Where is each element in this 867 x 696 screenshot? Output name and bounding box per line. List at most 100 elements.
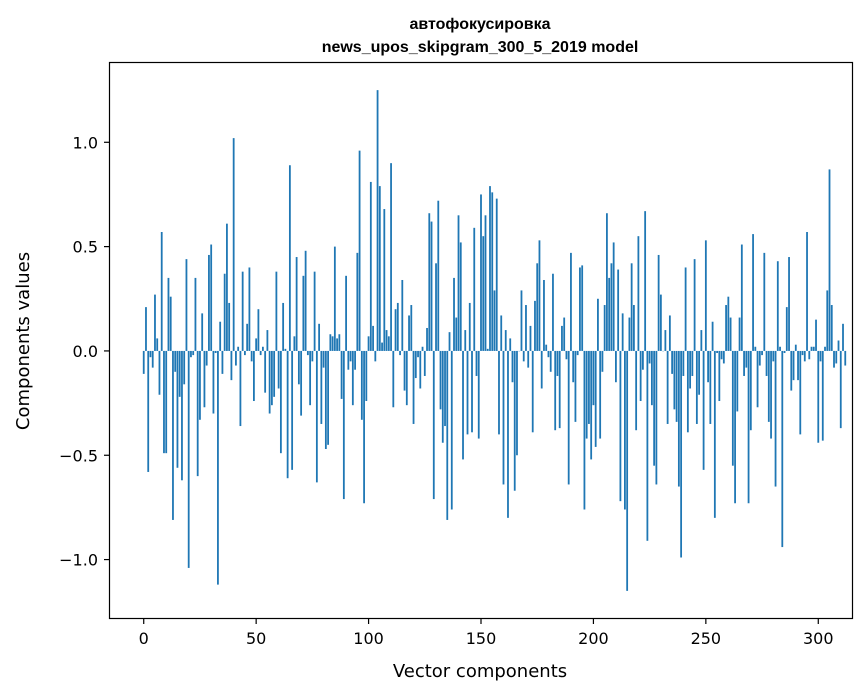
bar-175 (536, 263, 539, 351)
bar-41 (235, 350, 237, 366)
bar-169 (522, 350, 525, 362)
bar-189 (567, 350, 570, 485)
bar-58 (273, 350, 276, 397)
bar-238 (677, 350, 680, 487)
bar-207 (608, 277, 611, 351)
bar-267 (743, 350, 745, 376)
bar-218 (632, 305, 635, 351)
bar-252 (709, 350, 712, 424)
bar-266 (740, 244, 743, 351)
bar-282 (776, 261, 779, 351)
bar-236 (673, 350, 676, 410)
bar-80 (322, 350, 325, 368)
bar-73 (306, 350, 309, 356)
bar-300 (817, 350, 820, 443)
bar-149 (477, 350, 480, 439)
bar-170 (525, 305, 527, 351)
bar-139 (455, 317, 458, 351)
bar-83 (329, 334, 332, 351)
bar-6 (156, 338, 159, 351)
bar-173 (531, 350, 534, 433)
bar-118 (408, 315, 410, 351)
bar-113 (396, 302, 399, 351)
bar-111 (392, 350, 395, 408)
bar-155 (491, 192, 494, 351)
bar-72 (304, 250, 307, 351)
bar-192 (574, 350, 577, 422)
bar-256 (718, 350, 721, 402)
bar-106 (381, 342, 383, 351)
bar-104 (376, 90, 379, 351)
bar-36 (223, 273, 226, 351)
bar-77 (315, 350, 318, 483)
bar-42 (237, 346, 240, 351)
bar-102 (372, 325, 374, 351)
bar-95 (356, 252, 359, 351)
bars-group (142, 90, 847, 591)
bar-151 (482, 236, 485, 351)
bar-145 (468, 302, 471, 351)
bar-3 (149, 350, 152, 358)
bar-1 (145, 307, 147, 351)
bar-115 (401, 279, 404, 351)
bar-89 (342, 350, 345, 500)
x-tick-label: 150 (466, 629, 497, 648)
bar-49 (253, 350, 255, 402)
bar-277 (765, 350, 768, 376)
x-tick-label: 50 (246, 629, 266, 648)
bar-35 (221, 350, 224, 374)
bar-216 (628, 317, 631, 351)
bar-33 (217, 350, 219, 585)
bar-99 (365, 350, 368, 402)
bar-147 (473, 227, 476, 351)
bar-201 (594, 350, 597, 447)
bar-226 (650, 350, 653, 406)
bar-285 (783, 350, 786, 354)
y-tick-label: 0.5 (73, 238, 98, 257)
x-tick-label: 250 (691, 629, 722, 648)
bar-196 (583, 350, 586, 510)
bar-124 (421, 346, 424, 351)
bar-110 (390, 163, 392, 351)
bar-123 (419, 350, 422, 389)
y-tick-label: 0.0 (73, 342, 98, 361)
bar-174 (534, 300, 536, 351)
bar-86 (336, 338, 338, 351)
bar-301 (819, 350, 822, 362)
bar-67 (293, 336, 296, 351)
bar-43 (239, 350, 242, 427)
bar-109 (387, 336, 390, 351)
bar-247 (698, 350, 701, 395)
bar-237 (675, 350, 678, 422)
bar-183 (554, 350, 557, 431)
bar-260 (727, 296, 730, 351)
bar-34 (219, 321, 222, 351)
bar-129 (432, 350, 435, 500)
bar-204 (601, 350, 604, 372)
bar-284 (781, 350, 784, 548)
bar-275 (761, 350, 763, 356)
bar-166 (516, 350, 518, 456)
bar-70 (300, 350, 303, 416)
bar-2 (147, 350, 150, 472)
bar-217 (630, 263, 633, 351)
bar-299 (815, 319, 817, 351)
bar-235 (671, 350, 674, 374)
bar-52 (259, 350, 262, 356)
bar-280 (772, 350, 775, 362)
bar-57 (270, 350, 273, 406)
bar-91 (347, 350, 350, 370)
bar-239 (680, 350, 683, 558)
bar-249 (702, 350, 705, 470)
bar-243 (689, 350, 692, 389)
bar-292 (799, 350, 802, 435)
bar-245 (693, 259, 696, 351)
bar-193 (576, 350, 579, 356)
bar-143 (464, 330, 467, 351)
bar-75 (311, 350, 314, 362)
bar-47 (248, 267, 251, 351)
bar-79 (320, 350, 323, 424)
bar-92 (349, 350, 352, 362)
bar-242 (686, 350, 689, 433)
bar-100 (367, 336, 370, 351)
